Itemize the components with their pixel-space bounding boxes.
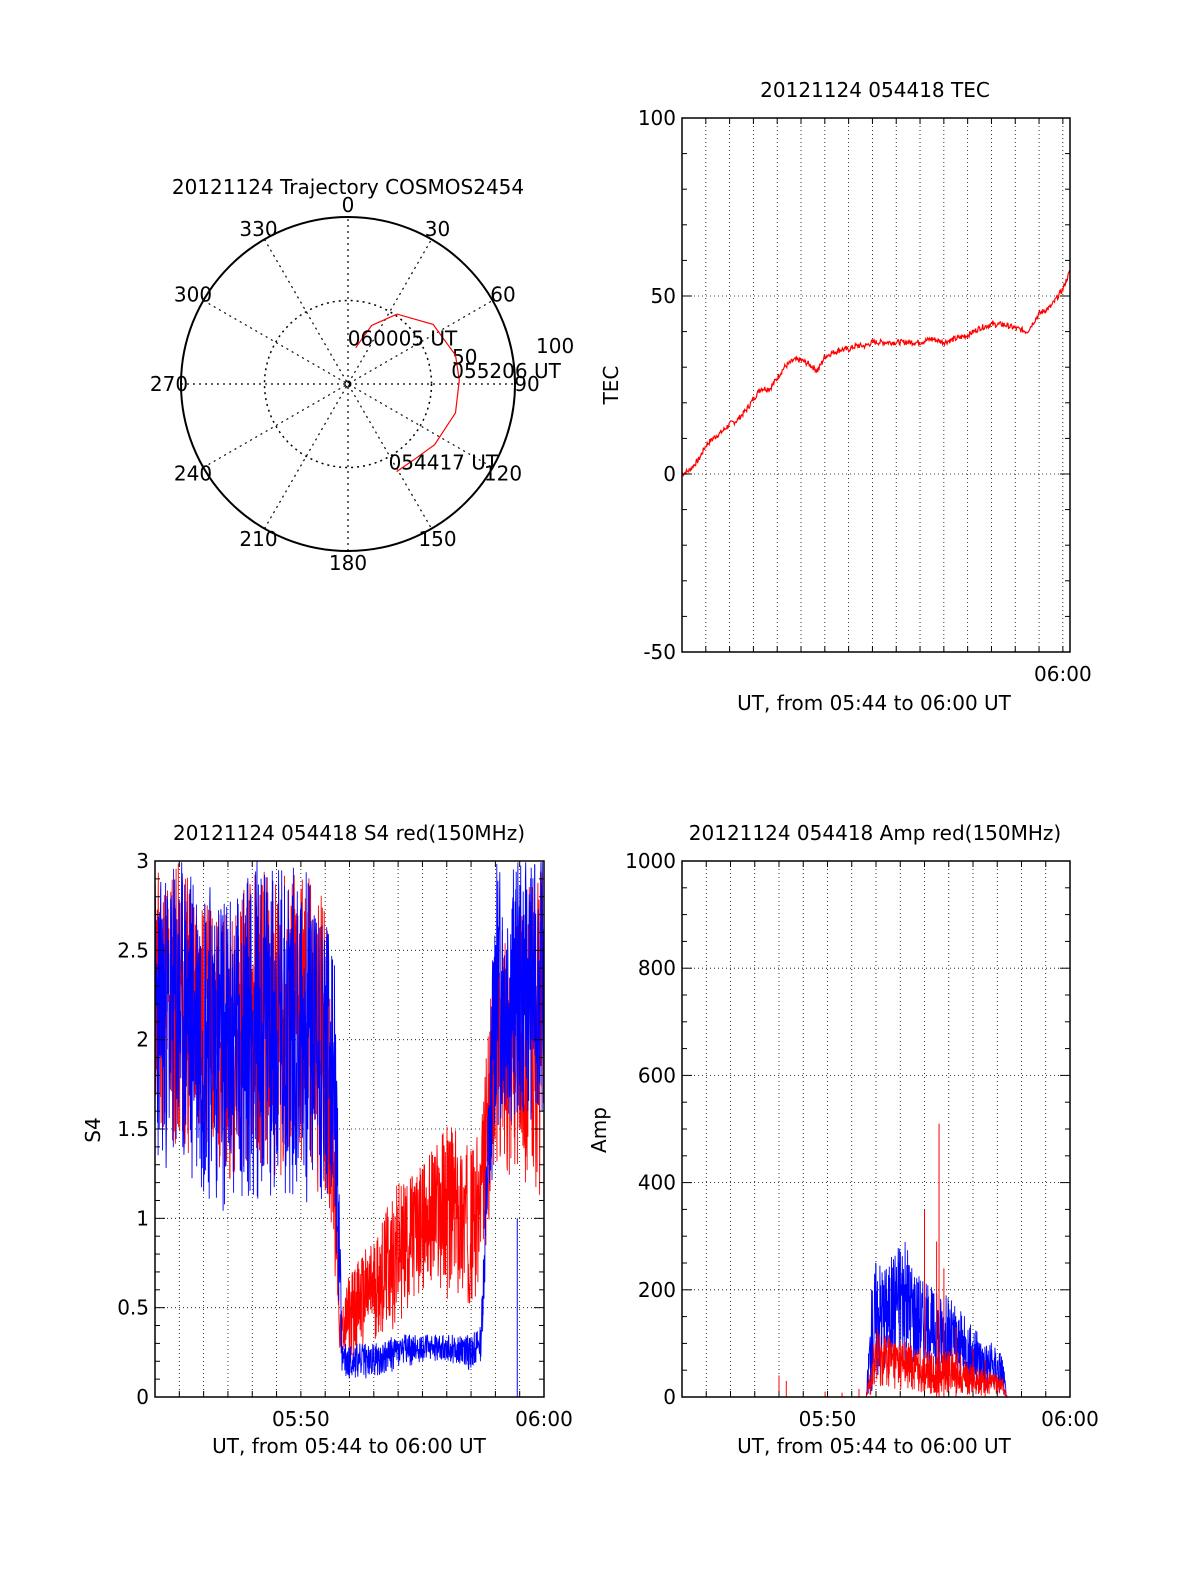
azimuth-label: 30	[425, 217, 450, 241]
trajectory-polar-panel: 20121124 Trajectory COSMOS2454 0 30 60 90 12…	[150, 175, 574, 575]
polar-spoke	[263, 239, 433, 529]
radial-label-100: 100	[536, 334, 574, 358]
polar-center	[344, 380, 352, 388]
y-tick-label: 50	[651, 284, 676, 308]
tec-series-line	[681, 270, 1071, 477]
s4-panel: 20121124 054418 S4 red(150MHz) 0 0.5 1 1.5 2…	[81, 821, 573, 1458]
y-tick-label: 1.5	[117, 1117, 149, 1141]
x-tick-label: 06:00	[1041, 1407, 1099, 1431]
tec-panel: 20121124 054418 TEC -50 0 50 100 06:00 UT, f…	[599, 78, 1092, 715]
tec-ylabel: TEC	[599, 366, 623, 406]
x-tick-label: 05:50	[272, 1407, 330, 1431]
y-tick-label: 0.5	[117, 1296, 149, 1320]
s4-xlabel: UT, from 05:44 to 06:00 UT	[212, 1434, 487, 1458]
polar-spoke	[263, 239, 433, 529]
y-tick-label: 0	[663, 462, 676, 486]
s4-red-series	[154, 863, 545, 1359]
amp-xlabel: UT, from 05:44 to 06:00 UT	[737, 1434, 1012, 1458]
tec-grid	[682, 117, 1070, 653]
x-tick-label: 05:50	[799, 1407, 857, 1431]
y-tick-label: 200	[638, 1278, 676, 1302]
time-annotation: 060005 UT	[348, 327, 458, 351]
amp-series	[682, 1123, 1070, 1398]
azimuth-label: 90	[514, 372, 539, 396]
y-tick-label: 3	[136, 849, 149, 873]
s4-blue-series	[154, 861, 545, 1379]
y-tick-label: 600	[638, 1063, 676, 1087]
time-annotation: 055206 UT	[451, 359, 561, 383]
azimuth-label: 120	[484, 462, 522, 486]
trajectory-line	[355, 313, 460, 473]
azimuth-label: 270	[150, 372, 188, 396]
azimuth-labels: 0 30 60 90 120 150 180 210 240 270 300 330	[150, 193, 540, 575]
y-tick-label: 0	[136, 1385, 149, 1409]
y-tick-label: 2.5	[117, 938, 149, 962]
polar-spoke	[203, 299, 493, 469]
polar-spoke	[203, 299, 493, 469]
polar-grid	[181, 217, 515, 551]
s4-ylabel: S4	[81, 1117, 105, 1142]
s4-ticks: 0 0.5 1 1.5 2 2.5 3 05:50 06:00	[117, 849, 573, 1431]
azimuth-label: 330	[239, 217, 277, 241]
time-annotations: 060005 UT 055206 UT 054417 UT	[348, 327, 562, 475]
tec-xlabel: UT, from 05:44 to 06:00 UT	[737, 691, 1012, 715]
y-tick-label: 2	[136, 1028, 149, 1052]
y-tick-label: 1	[136, 1206, 149, 1230]
amp-title: 20121124 054418 Amp red(150MHz)	[689, 821, 1061, 845]
s4-series	[154, 861, 545, 1397]
y-tick-label: -50	[643, 640, 676, 664]
y-tick-label: 1000	[625, 849, 676, 873]
amp-ylabel: Amp	[587, 1107, 611, 1153]
azimuth-label: 180	[329, 551, 367, 575]
azimuth-label: 300	[174, 283, 212, 307]
tec-plot-frame	[681, 117, 1071, 653]
amp-ticks: 0 200 400 600 800 1000 05:50 06:00	[625, 849, 1099, 1431]
azimuth-label: 150	[418, 527, 456, 551]
azimuth-label: 0	[342, 193, 355, 217]
s4-title: 20121124 054418 S4 red(150MHz)	[173, 821, 525, 845]
tec-ticks: -50 0 50 100 06:00	[638, 106, 1092, 686]
x-tick-label: 06:00	[1034, 662, 1092, 686]
time-annotation: 054417 UT	[389, 451, 499, 475]
azimuth-label: 210	[239, 527, 277, 551]
y-tick-label: 400	[638, 1171, 676, 1195]
polar-title: 20121124 Trajectory COSMOS2454	[172, 175, 524, 199]
azimuth-label: 240	[174, 462, 212, 486]
amp-panel: 20121124 054418 Amp red(150MHz) 0 200 400 6…	[587, 821, 1099, 1458]
y-tick-label: 100	[638, 106, 676, 130]
polar-outer-ring	[180, 216, 516, 552]
x-tick-label: 06:00	[515, 1407, 573, 1431]
y-tick-label: 0	[663, 1385, 676, 1409]
tec-title: 20121124 054418 TEC	[760, 78, 990, 102]
y-tick-label: 800	[638, 956, 676, 980]
polar-inner-ring	[263, 299, 433, 469]
azimuth-label: 60	[490, 283, 515, 307]
